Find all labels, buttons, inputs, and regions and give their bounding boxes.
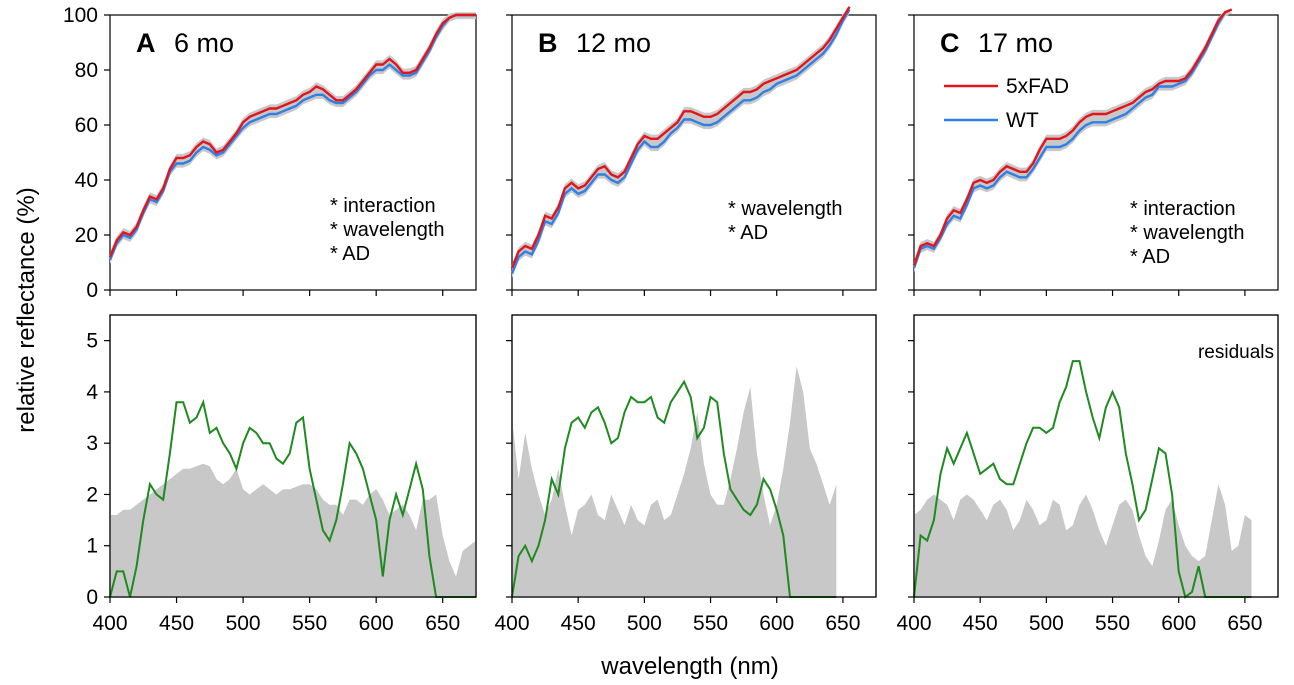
series-line-wt — [108, 13, 476, 261]
x-tick-label: 450 — [159, 612, 194, 635]
panel-letter: A — [136, 28, 156, 58]
x-tick-label: 500 — [627, 612, 662, 635]
series-line-wt — [912, 8, 1233, 269]
y-tick-label: 5 — [86, 330, 98, 353]
series-line-5xfad — [108, 13, 476, 258]
residual-line — [511, 379, 837, 598]
y-tick-label: 3 — [86, 432, 98, 455]
y-axis-label: relative reflectance (%) — [13, 187, 40, 432]
residual-line — [913, 360, 1252, 599]
x-tick-label: 400 — [494, 612, 529, 635]
panel-A-frame — [109, 14, 477, 291]
significance-annotation: * AD — [1130, 246, 1170, 268]
legend-label: 5xFAD — [1006, 75, 1069, 98]
series-line-wt — [510, 8, 851, 274]
y-tick-label: 1 — [86, 535, 98, 558]
significance-annotation: * wavelength — [728, 198, 843, 220]
significance-annotation: * AD — [330, 243, 370, 265]
significance-annotation: * wavelength — [1130, 222, 1245, 244]
variability-band — [512, 12, 850, 278]
residuals-label: residuals — [1198, 342, 1274, 363]
residual-area — [914, 484, 1252, 597]
x-tick-label: 400 — [92, 612, 127, 635]
y-tick-label: 100 — [63, 4, 98, 27]
x-tick-label: 600 — [359, 612, 394, 635]
x-tick-label: 400 — [896, 612, 931, 635]
x-axis-label: wavelength (nm) — [600, 653, 778, 680]
panel-age: 12 mo — [576, 28, 651, 58]
y-tick-label: 0 — [86, 279, 98, 302]
panel-border — [109, 314, 477, 598]
y-tick-label: 40 — [75, 169, 98, 192]
panel-letter: B — [538, 28, 558, 58]
legend-label: WT — [1006, 109, 1039, 132]
residual-area — [512, 366, 837, 597]
panel-letter: C — [940, 28, 960, 58]
significance-annotation: * interaction — [1130, 198, 1236, 220]
x-tick-label: 550 — [1095, 612, 1130, 635]
panel-age: 17 mo — [978, 28, 1053, 58]
x-tick-label: 650 — [825, 612, 860, 635]
panel-border — [511, 314, 877, 598]
x-tick-label: 450 — [963, 612, 998, 635]
significance-annotation: * AD — [728, 222, 768, 244]
y-tick-label: 20 — [75, 224, 98, 247]
variability-band — [914, 12, 1232, 273]
x-tick-label: 600 — [759, 612, 794, 635]
x-tick-label: 450 — [561, 612, 596, 635]
panel-age: 6 mo — [174, 28, 234, 58]
y-tick-label: 80 — [75, 59, 98, 82]
panel-B-frame — [511, 14, 877, 291]
y-tick-label: 0 — [86, 586, 98, 609]
x-tick-label: 600 — [1161, 612, 1196, 635]
x-tick-label: 650 — [425, 612, 460, 635]
panel-C-frame — [913, 14, 1279, 291]
residual-line — [109, 398, 476, 598]
x-tick-label: 500 — [1029, 612, 1064, 635]
panel-border — [913, 314, 1279, 598]
y-tick-label: 60 — [75, 114, 98, 137]
x-tick-label: 550 — [693, 612, 728, 635]
significance-annotation: * wavelength — [330, 219, 445, 241]
x-tick-label: 500 — [226, 612, 261, 635]
y-tick-label: 2 — [86, 483, 98, 506]
x-tick-label: 650 — [1227, 612, 1262, 635]
y-tick-label: 4 — [86, 381, 98, 404]
series-line-5xfad — [510, 6, 851, 269]
series-line-5xfad — [912, 8, 1233, 266]
significance-annotation: * interaction — [330, 195, 436, 217]
x-tick-label: 550 — [292, 612, 327, 635]
